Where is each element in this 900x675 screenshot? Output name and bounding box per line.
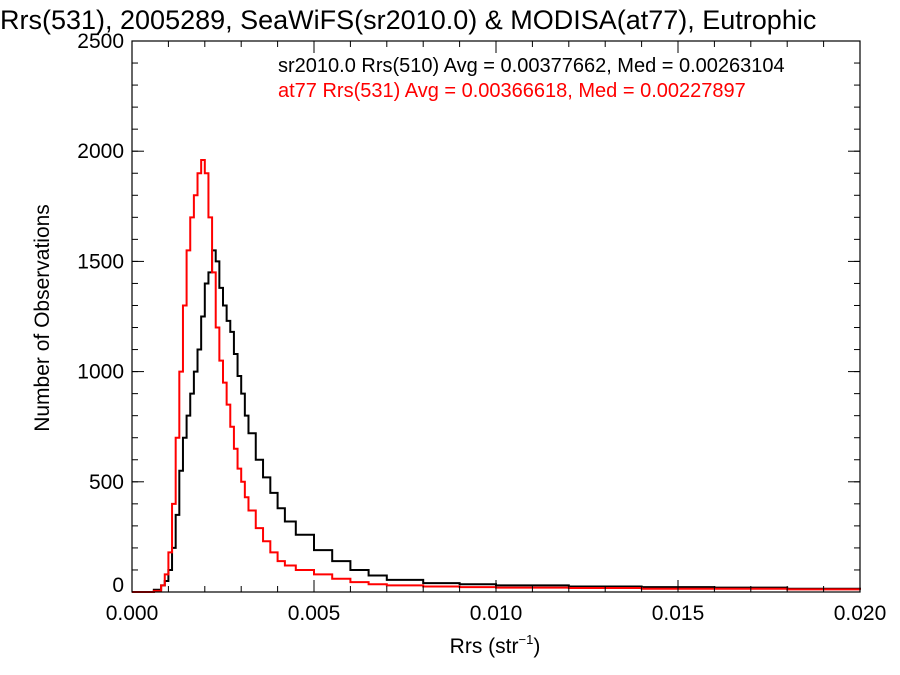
y-tick-label: 1500 xyxy=(77,250,124,273)
chart-title: Rrs(531), 2005289, SeaWiFS(sr2010.0) & M… xyxy=(0,5,816,35)
y-axis-label: Number of Observations xyxy=(31,204,54,432)
series-layer xyxy=(132,159,861,593)
plot-frame xyxy=(131,40,861,593)
ticks-layer: 0.000 0.005 0.010 0.015 0.020 0 500 1000 1500 200… xyxy=(77,30,886,625)
x-tick-label: 0.000 xyxy=(106,602,159,625)
y-tick-label: 0 xyxy=(112,574,124,597)
annotation-red-stats: at77 Rrs(531) Avg = 0.00366618, Med = 0.… xyxy=(278,80,746,102)
x-axis-label-close: ) xyxy=(533,635,540,658)
x-tick-label: 0.020 xyxy=(834,602,887,625)
x-axis-label: Rrs (str−1) xyxy=(450,632,541,658)
x-axis-label-base: Rrs (str xyxy=(450,635,519,658)
x-axis-label-superscript: −1 xyxy=(519,632,534,647)
series-line-black xyxy=(132,249,861,593)
y-tick-label: 1000 xyxy=(77,361,124,384)
series-line-red xyxy=(132,159,861,593)
y-tick-label: 2000 xyxy=(77,140,124,163)
x-tick-label: 0.005 xyxy=(288,602,341,625)
x-tick-label: 0.010 xyxy=(470,602,523,625)
y-tick-label: 2500 xyxy=(77,30,124,53)
annotation-black-stats: sr2010.0 Rrs(510) Avg = 0.00377662, Med … xyxy=(278,55,785,77)
y-tick-label: 500 xyxy=(89,471,124,494)
x-tick-label: 0.015 xyxy=(652,602,705,625)
